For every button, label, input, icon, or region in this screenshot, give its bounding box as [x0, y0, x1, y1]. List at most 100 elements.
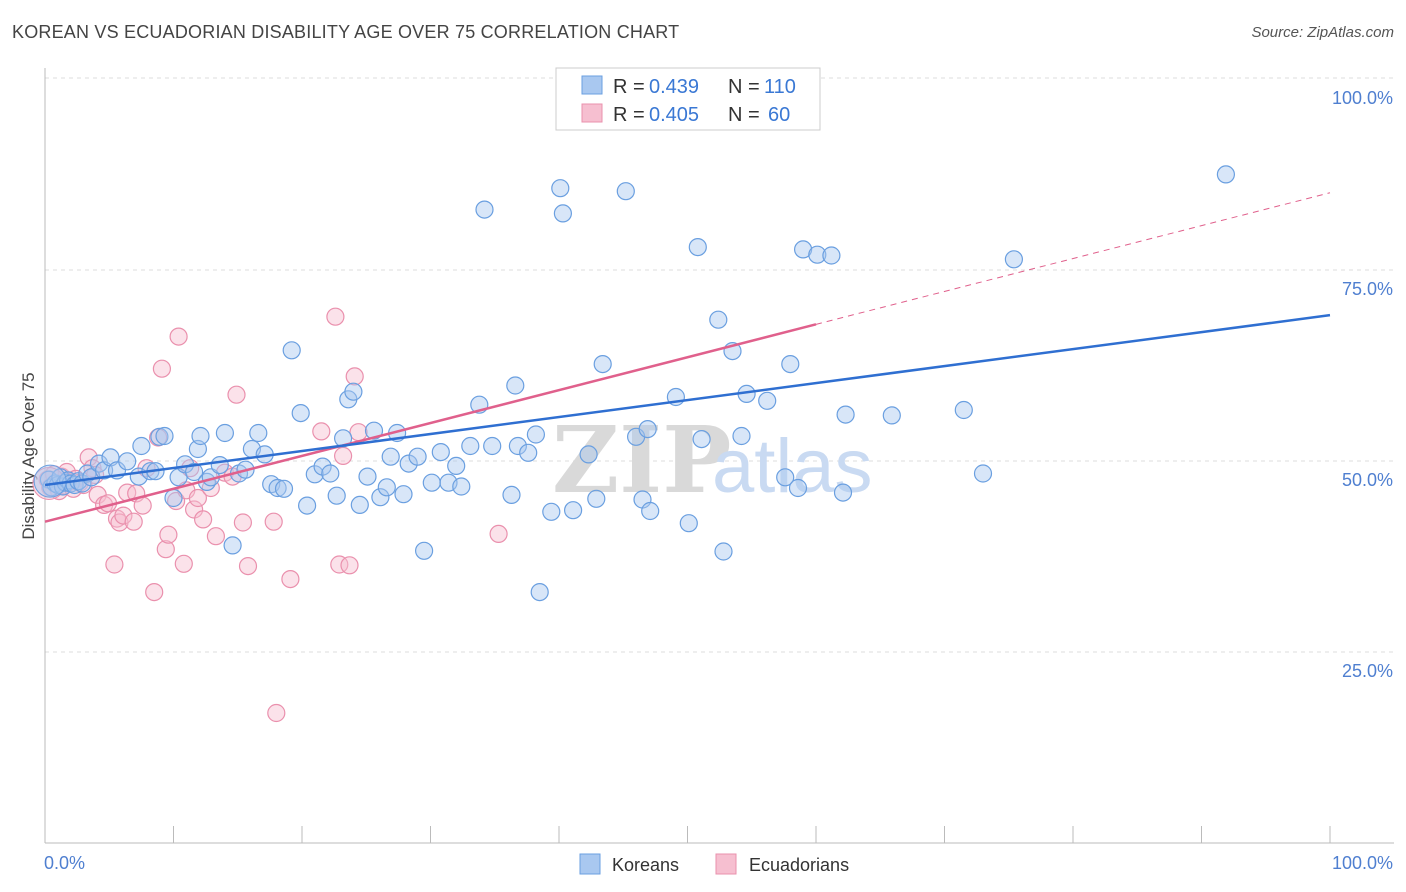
legend-swatch-ecuadorians	[581, 103, 603, 123]
x-tick-label-max: 100.0%	[1332, 853, 1393, 873]
korean-point	[431, 443, 450, 462]
ecuadorian-point	[133, 496, 152, 515]
korean-point	[461, 436, 480, 456]
y-tick-label-100: 100.0%	[1332, 88, 1393, 108]
ecuadorian-point	[312, 422, 331, 441]
korean-point	[781, 355, 800, 374]
legend-ecuadorians-r-label: R =	[613, 104, 645, 126]
korean-point	[709, 310, 728, 329]
korean-point	[1004, 250, 1024, 269]
korean-point	[587, 489, 606, 508]
bottom-legend-koreans: Koreans	[612, 855, 679, 875]
bottom-legend-swatch-koreans	[579, 853, 601, 875]
y-tick-label-50: 50.0%	[1342, 470, 1393, 490]
korean-point	[692, 430, 711, 449]
bottom-legend-ecuadorians: Ecuadorians	[749, 855, 849, 875]
legend-koreans-n-value: 110	[764, 76, 796, 98]
korean-point	[394, 485, 413, 504]
correlation-legend: R = 0.439 N = 110 R = 0.405 N = 60	[555, 67, 821, 131]
korean-point	[954, 400, 973, 420]
ecuadorian-point	[105, 555, 124, 574]
legend-koreans-n-label: N =	[728, 76, 760, 98]
ecuadorians-trend-line-extension	[815, 192, 1331, 325]
ecuadorian-point	[79, 448, 98, 467]
y-axis-title: Disability Age Over 75	[19, 372, 38, 539]
korean-point	[836, 405, 855, 424]
korean-point	[563, 501, 583, 520]
korean-point	[758, 391, 777, 410]
ecuadorians-trend-line	[44, 323, 817, 523]
chart-title: KOREAN VS ECUADORIAN DISABILITY AGE OVER…	[12, 22, 680, 42]
korean-point	[506, 376, 525, 395]
legend-swatch-koreans	[581, 75, 603, 95]
korean-point	[350, 495, 369, 514]
bottom-legend-swatch-ecuadorians	[715, 853, 737, 875]
korean-point	[593, 355, 612, 374]
ecuadorian-point	[238, 556, 258, 576]
korean-point	[475, 200, 494, 219]
legend-koreans-r-value: 0.439	[649, 76, 699, 98]
korean-point	[191, 426, 210, 446]
ecuadorian-point	[206, 527, 225, 546]
korean-point	[616, 182, 635, 201]
ecuadorian-point	[174, 554, 193, 573]
korean-point	[321, 464, 340, 483]
ecuadorian-point	[194, 510, 213, 529]
ecuadorian-point	[152, 359, 171, 378]
x-axis-ticks	[44, 826, 1331, 843]
korean-point	[793, 240, 813, 259]
korean-point	[274, 479, 294, 498]
korean-point	[415, 541, 434, 560]
korean-point	[973, 464, 993, 483]
ecuadorian-point	[330, 555, 349, 574]
korean-point	[519, 443, 538, 462]
korean-point	[344, 382, 363, 401]
korean-point	[776, 468, 795, 487]
ecuadorian-point	[334, 446, 353, 465]
korean-point	[502, 485, 521, 504]
korean-point	[714, 542, 733, 561]
ecuadorian-point	[345, 367, 364, 386]
korean-point	[210, 456, 229, 475]
korean-cluster-point	[33, 464, 67, 498]
ecuadorian-point	[188, 488, 207, 508]
korean-point	[422, 473, 441, 492]
ecuadorian-point	[149, 428, 168, 447]
ecuadorian-point	[264, 512, 283, 531]
korean-point	[882, 406, 901, 425]
korean-point	[305, 465, 324, 484]
korean-point	[377, 478, 396, 497]
ecuadorian-point	[156, 540, 175, 559]
korean-point	[553, 204, 573, 223]
korean-point	[132, 436, 151, 456]
korean-point	[155, 426, 174, 446]
korean-point	[150, 427, 169, 446]
korean-point	[215, 423, 234, 443]
ecuadorian-point	[489, 524, 508, 544]
korean-point	[381, 447, 400, 466]
korean-point	[268, 478, 287, 498]
korean-point	[551, 179, 570, 198]
ecuadorian-point	[185, 500, 204, 519]
source-attribution: Source: ZipAtlas.com	[1251, 24, 1394, 41]
korean-point	[447, 456, 466, 475]
korean-point	[641, 501, 660, 521]
ecuadorian-point	[233, 513, 252, 532]
korean-point	[164, 488, 183, 508]
ecuadorian-point	[159, 525, 178, 544]
ecuadorian-point	[124, 512, 143, 531]
y-tick-label-25: 25.0%	[1342, 661, 1393, 681]
ecuadorian-point	[326, 307, 345, 326]
y-tick-label-75: 75.0%	[1342, 279, 1393, 299]
korean-point	[833, 483, 853, 502]
korean-point	[223, 536, 242, 555]
korean-point	[822, 246, 841, 265]
korean-point	[638, 420, 657, 439]
korean-point	[313, 457, 332, 476]
korean-point	[118, 452, 137, 471]
korean-point	[679, 514, 698, 533]
ecuadorian-point	[114, 506, 133, 525]
korean-point	[249, 423, 268, 443]
x-tick-label-min: 0.0%	[44, 853, 85, 873]
